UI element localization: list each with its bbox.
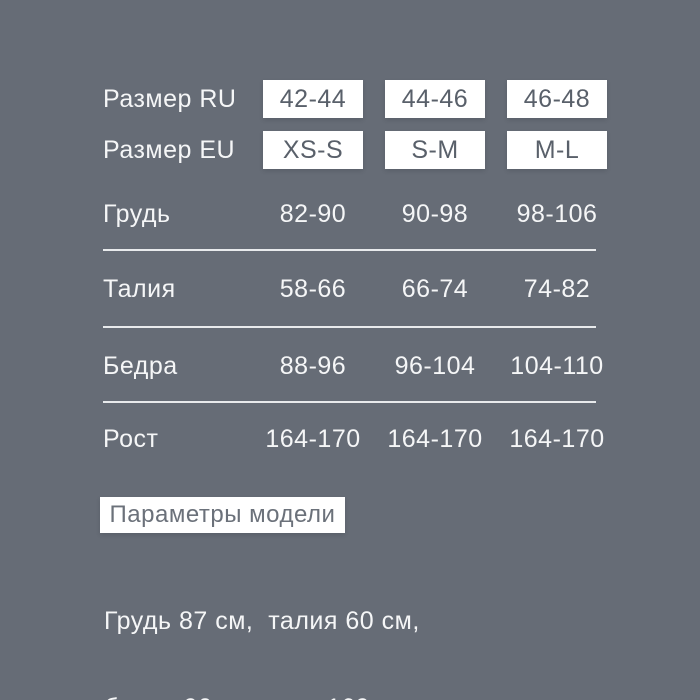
model-params-line-2: бедра 90 см, рост 169 см bbox=[104, 694, 700, 700]
model-params-line-1: Грудь 87 см, талия 60 см, bbox=[104, 607, 420, 635]
height-cell-1: 164-170 bbox=[265, 424, 361, 453]
size-ru-cell-1: 42-44 bbox=[263, 80, 363, 118]
table-row-waist: Талия 58-66 66-74 74-82 bbox=[103, 270, 607, 308]
waist-cell-3: 74-82 bbox=[523, 274, 591, 303]
model-params-text: Грудь 87 см, талия 60 см, бедра 90 см, р… bbox=[104, 549, 700, 700]
table-row-size-eu: Размер EU XS-S S-M M-L bbox=[103, 131, 607, 169]
chest-cell-3: 98-106 bbox=[516, 199, 598, 228]
height-cell-2: 164-170 bbox=[387, 424, 483, 453]
table-row-hips: Бедра 88-96 96-104 104-110 bbox=[103, 347, 607, 385]
row-label-chest: Грудь bbox=[103, 199, 171, 228]
row-label-height: Рост bbox=[103, 424, 159, 453]
chest-cell-2: 90-98 bbox=[401, 199, 469, 228]
size-eu-cell-3: M-L bbox=[507, 131, 607, 169]
size-table: Размер RU 42-44 44-46 46-48 Размер EU XS… bbox=[103, 80, 607, 458]
row-divider bbox=[103, 326, 596, 328]
row-label-hips: Бедра bbox=[103, 351, 178, 380]
model-params-title: Параметры модели bbox=[109, 501, 336, 528]
height-cell-3: 164-170 bbox=[509, 424, 605, 453]
hips-cell-2: 96-104 bbox=[394, 351, 476, 380]
row-label-size-ru: Размер RU bbox=[103, 84, 237, 113]
table-row-chest: Грудь 82-90 90-98 98-106 bbox=[103, 195, 607, 233]
hips-cell-3: 104-110 bbox=[510, 351, 604, 380]
row-divider bbox=[103, 249, 596, 251]
row-label-size-eu: Размер EU bbox=[103, 135, 236, 164]
row-label-waist: Талия bbox=[103, 274, 176, 303]
size-eu-cell-2: S-M bbox=[385, 131, 485, 169]
size-ru-cell-2: 44-46 bbox=[385, 80, 485, 118]
waist-cell-2: 66-74 bbox=[401, 274, 469, 303]
size-ru-cell-3: 46-48 bbox=[507, 80, 607, 118]
model-params-title-box: Параметры модели bbox=[100, 497, 345, 533]
size-eu-cell-1: XS-S bbox=[263, 131, 363, 169]
model-params-section: Параметры модели Грудь 87 см, талия 60 с… bbox=[0, 497, 700, 700]
hips-cell-1: 88-96 bbox=[279, 351, 347, 380]
table-row-height: Рост 164-170 164-170 164-170 bbox=[103, 420, 607, 458]
table-row-size-ru: Размер RU 42-44 44-46 46-48 bbox=[103, 80, 607, 118]
row-divider bbox=[103, 401, 596, 403]
chest-cell-1: 82-90 bbox=[279, 199, 347, 228]
waist-cell-1: 58-66 bbox=[279, 274, 347, 303]
